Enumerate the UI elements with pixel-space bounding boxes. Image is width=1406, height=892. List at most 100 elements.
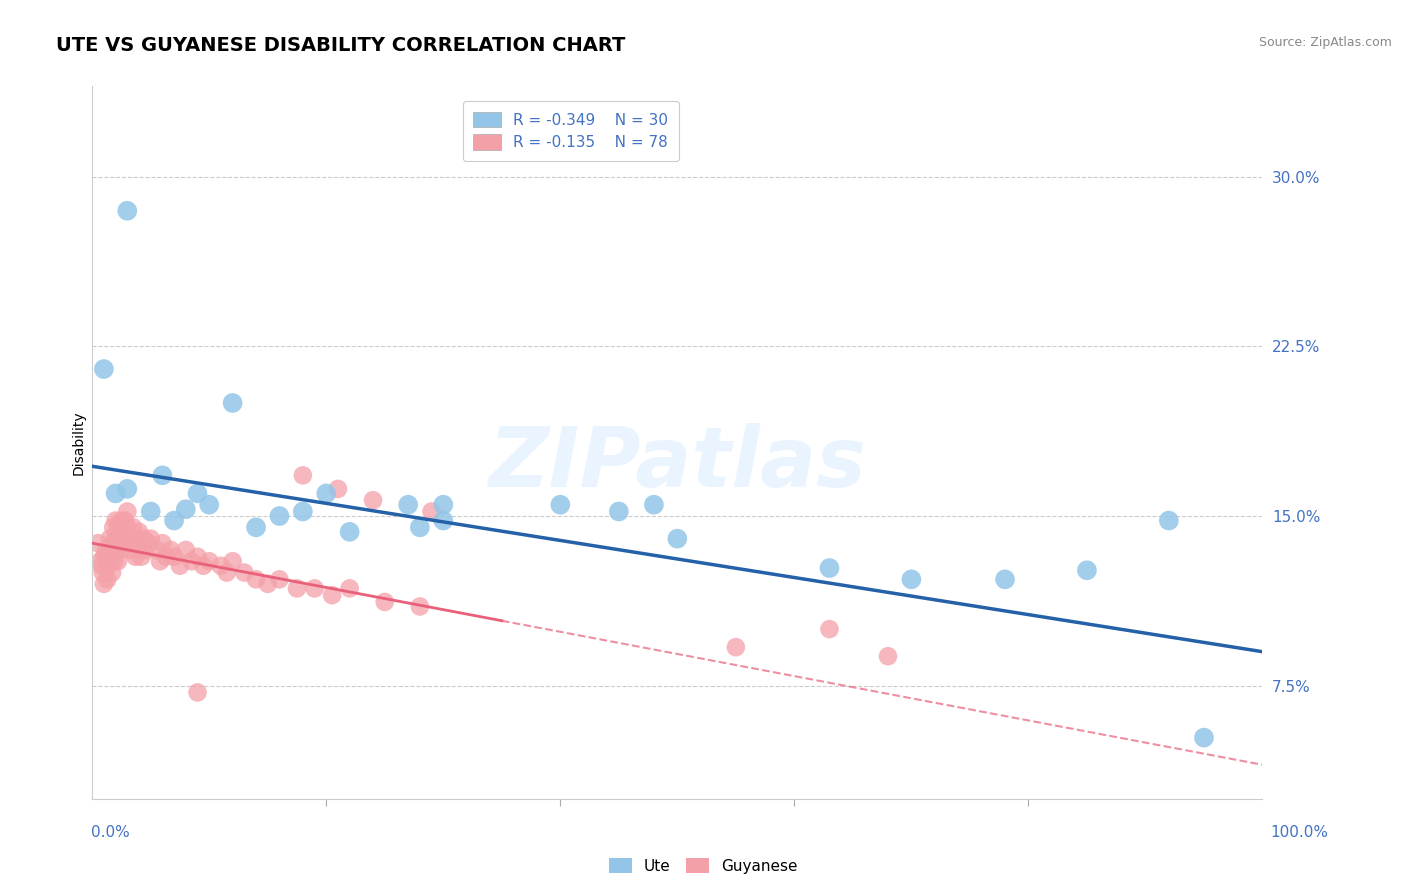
Point xyxy=(122,520,145,534)
Text: Source: ZipAtlas.com: Source: ZipAtlas.com xyxy=(1258,36,1392,49)
Point xyxy=(174,502,197,516)
Point xyxy=(1157,514,1180,528)
Point xyxy=(120,532,142,546)
Point xyxy=(666,532,689,546)
Point xyxy=(96,543,118,558)
Point xyxy=(396,498,419,512)
Point xyxy=(233,566,256,580)
Point xyxy=(994,572,1017,586)
Point xyxy=(339,582,361,596)
Point xyxy=(96,558,118,573)
Point xyxy=(104,532,127,546)
Point xyxy=(269,509,291,524)
Point xyxy=(124,536,146,550)
Point xyxy=(110,527,132,541)
Point xyxy=(100,554,122,568)
Point xyxy=(877,649,900,664)
Point xyxy=(89,554,111,568)
Point xyxy=(339,524,361,539)
Point xyxy=(105,543,128,558)
Point xyxy=(131,549,153,564)
Point xyxy=(374,595,396,609)
Text: UTE VS GUYANESE DISABILITY CORRELATION CHART: UTE VS GUYANESE DISABILITY CORRELATION C… xyxy=(56,36,626,54)
Point xyxy=(93,577,115,591)
Point xyxy=(135,543,157,558)
Point xyxy=(114,514,136,528)
Point xyxy=(269,572,291,586)
Text: 100.0%: 100.0% xyxy=(1271,825,1329,840)
Point xyxy=(117,504,139,518)
Point xyxy=(643,498,665,512)
Point xyxy=(91,566,114,580)
Point xyxy=(117,520,139,534)
Point xyxy=(409,599,432,614)
Point xyxy=(98,532,121,546)
Point xyxy=(163,549,186,564)
Point xyxy=(186,549,208,564)
Point xyxy=(112,524,135,539)
Point xyxy=(221,554,243,568)
Point xyxy=(209,558,232,573)
Point xyxy=(163,514,186,528)
Point xyxy=(107,554,129,568)
Point xyxy=(124,549,146,564)
Point xyxy=(304,582,326,596)
Point xyxy=(607,504,630,518)
Text: ZIPatlas: ZIPatlas xyxy=(488,424,866,504)
Point xyxy=(117,482,139,496)
Point xyxy=(724,640,747,655)
Point xyxy=(420,504,443,518)
Point xyxy=(103,554,125,568)
Point xyxy=(432,498,454,512)
Point xyxy=(900,572,922,586)
Point xyxy=(315,486,337,500)
Point xyxy=(110,543,132,558)
Point xyxy=(221,396,243,410)
Point xyxy=(550,498,572,512)
Point xyxy=(125,532,148,546)
Point xyxy=(128,524,150,539)
Point xyxy=(152,468,174,483)
Point xyxy=(285,582,308,596)
Point xyxy=(198,554,221,568)
Point xyxy=(138,536,160,550)
Point xyxy=(87,536,110,550)
Point xyxy=(145,543,167,558)
Point xyxy=(115,532,138,546)
Point xyxy=(1076,563,1098,577)
Point xyxy=(96,572,118,586)
Point xyxy=(186,685,208,699)
Legend: Ute, Guyanese: Ute, Guyanese xyxy=(603,852,803,880)
Point xyxy=(326,482,349,496)
Point xyxy=(291,468,314,483)
Point xyxy=(107,520,129,534)
Point xyxy=(818,622,841,636)
Point xyxy=(256,577,278,591)
Point xyxy=(149,554,172,568)
Point xyxy=(159,543,181,558)
Point xyxy=(215,566,238,580)
Point xyxy=(169,558,191,573)
Point xyxy=(98,543,121,558)
Point xyxy=(118,543,141,558)
Point xyxy=(193,558,215,573)
Point xyxy=(291,504,314,518)
Point xyxy=(155,549,177,564)
Point xyxy=(361,493,384,508)
Point xyxy=(108,532,131,546)
Point xyxy=(174,543,197,558)
Point xyxy=(152,536,174,550)
Point xyxy=(103,536,125,550)
Point xyxy=(93,549,115,564)
Point xyxy=(103,520,125,534)
Point xyxy=(139,504,162,518)
Point xyxy=(104,486,127,500)
Point xyxy=(117,532,139,546)
Point xyxy=(245,520,267,534)
Point xyxy=(245,572,267,586)
Point xyxy=(93,362,115,376)
Point xyxy=(818,561,841,575)
Legend: R = -0.349    N = 30, R = -0.135    N = 78: R = -0.349 N = 30, R = -0.135 N = 78 xyxy=(463,101,679,161)
Point xyxy=(110,514,132,528)
Point xyxy=(139,532,162,546)
